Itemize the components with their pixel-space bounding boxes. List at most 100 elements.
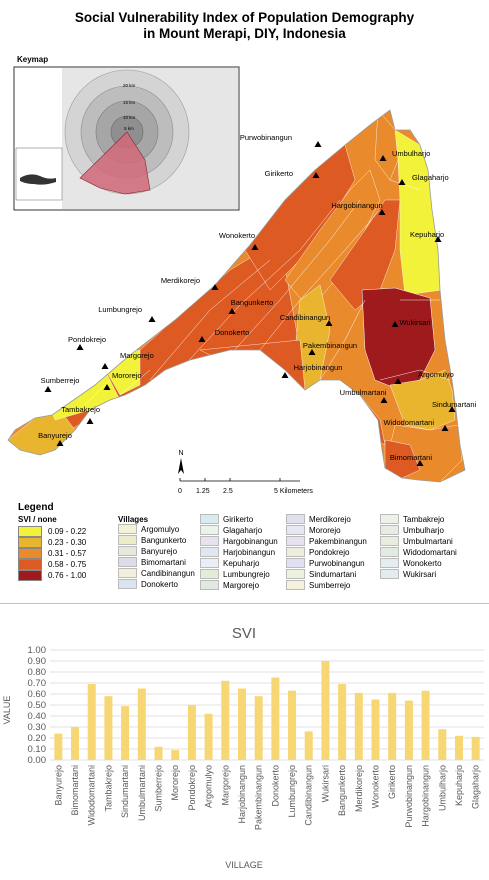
legend-swatch [18, 525, 42, 537]
chart-bar [304, 731, 313, 760]
village-label: Tambakrejo [61, 405, 100, 414]
village-marker-icon [398, 179, 406, 185]
village-label: Sindumartani [432, 400, 477, 409]
legend-village-item: Sindumartani [286, 569, 356, 579]
keymap-label: Keymap [17, 55, 48, 64]
village-label: Purwobinangun [240, 133, 292, 142]
legend-village-label: Donokerto [141, 579, 178, 589]
village-label: Bangunkerto [231, 298, 274, 307]
chart-title: SVI [232, 625, 256, 642]
scale-bar: 0 1.25 2.5 5 Kilometers [178, 478, 313, 495]
legend-village-label: Pakembinangun [309, 536, 367, 546]
legend-village-item: Girikerto [200, 514, 253, 524]
legend-village-label: Lumbungrejo [223, 569, 270, 579]
chart-y-ticks: 0.000.100.200.300.400.500.600.700.800.90… [28, 645, 47, 766]
chart-x-tick-label: Bimomartani [70, 765, 80, 816]
village-label: Kepuharjo [410, 230, 444, 239]
chart-y-tick-label: 0.60 [28, 689, 47, 700]
keymap-ring-label: 20 km [123, 83, 136, 88]
legend-svi-header: SVI / none [18, 515, 57, 524]
chart-y-tick-label: 0.00 [28, 755, 47, 766]
chart-x-tick-label: Bangunkerto [337, 765, 347, 816]
village-label: Wukirsari [399, 318, 430, 327]
chart-x-tick-label: Wukirsari [320, 765, 330, 802]
village-marker-icon [441, 425, 449, 431]
legend-swatch [200, 536, 219, 546]
chart-bar [421, 690, 430, 760]
legend-swatch [286, 547, 305, 557]
village-label: Donokerto [215, 328, 250, 337]
chart-bar [388, 692, 397, 760]
village-label: Widodomartani [384, 418, 435, 427]
chart-x-tick-label: Wonokerto [371, 765, 381, 808]
legend-village-label: Pondokrejo [309, 547, 350, 557]
legend-village-item: Candibinangun [118, 568, 195, 578]
legend-village-label: Wonokerto [403, 558, 442, 568]
map-title-line1: Social Vulnerability Index of Population… [74, 10, 415, 25]
village-marker-icon [103, 384, 111, 390]
legend-swatch [200, 547, 219, 557]
chart-bar [338, 684, 347, 760]
legend-swatch [200, 558, 219, 568]
village-marker-icon [56, 440, 64, 446]
chart-y-tick-label: 0.20 [28, 733, 47, 744]
legend-village-label: Hargobinangun [223, 536, 278, 546]
village-marker-icon [228, 308, 236, 314]
chart-x-tick-label: Hargobinangun [421, 765, 431, 827]
chart-bar [438, 729, 447, 760]
chart-bar [371, 699, 380, 760]
legend-swatch [118, 546, 137, 556]
chart-x-tick-label: Merdikorejo [354, 765, 364, 812]
chart-x-tick-label: Lumbungrejo [287, 765, 297, 818]
legend-village-item: Purwobinangun [286, 558, 365, 568]
chart-x-tick-label: Sumberrejo [154, 765, 164, 812]
legend-swatch [380, 569, 399, 579]
chart-x-tick-label: Pondokrejo [187, 765, 197, 811]
village-label: Argomulyo [418, 370, 454, 379]
village-label: Girikerto [265, 169, 293, 178]
chart-bar [271, 677, 280, 760]
legend-village-label: Sindumartani [309, 569, 357, 579]
chart-y-tick-label: 0.80 [28, 667, 47, 678]
legend-swatch [286, 536, 305, 546]
legend-swatch [18, 547, 42, 559]
chart-x-tick-label: Kepuharjo [454, 765, 464, 806]
legend-village-item: Tambakrejo [380, 514, 444, 524]
chart-x-ticks: Banyurejo Bimomartani Widodomartani Tambakr… [53, 765, 480, 830]
village-marker-icon [434, 236, 442, 242]
village-label: Margorejo [120, 351, 154, 360]
legend-village-item: Wukirsari [380, 569, 436, 579]
village-label: Hargobinangun [331, 201, 382, 210]
chart-y-tick-label: 0.30 [28, 722, 47, 733]
chart-x-tick-label: Widodomartani [87, 765, 97, 826]
legend-village-item: Pondokrejo [286, 547, 349, 557]
village-marker-icon [379, 155, 387, 161]
legend-village-label: Purwobinangun [309, 558, 365, 568]
chart-x-tick-label: Banyurejo [53, 765, 63, 806]
legend-svi-class: 0.09 - 0.22 [18, 525, 87, 537]
legend-village-label: Harjobinangun [223, 547, 276, 557]
legend-village-item: Argomulyo [118, 524, 179, 534]
legend-village-item: Glagaharjo [200, 525, 262, 535]
chart-bar [171, 750, 180, 760]
legend-village-item: Mororejo [286, 525, 341, 535]
legend-village-label: Merdikorejo [309, 514, 351, 524]
chart-x-tick-label: Umbulmartani [137, 765, 147, 821]
keymap-ring-label: 10 km [123, 115, 136, 120]
chart-x-tick-label: Sindumartani [120, 765, 130, 818]
legend-swatch [118, 524, 137, 534]
chart-x-tick-label: Umbulharjo [437, 765, 447, 811]
chart-y-tick-label: 0.90 [28, 656, 47, 667]
legend-village-label: Bimomartani [141, 557, 186, 567]
legend-village-item: Pakembinangun [286, 536, 367, 546]
village-label: Umbulharjo [392, 149, 430, 158]
legend-swatch [380, 558, 399, 568]
chart-bar [204, 713, 213, 760]
map-title-line2: in Mount Merapi, DIY, Indonesia [143, 26, 346, 41]
keymap-locator [15, 147, 63, 201]
legend-svi-label: 0.09 - 0.22 [48, 526, 87, 536]
north-arrow-icon [178, 458, 184, 474]
village-label-layer: Purwobinangun Umbulharjo Girikerto Glagahar… [38, 133, 477, 466]
village-marker-icon [76, 344, 84, 350]
chart-x-tick-label: Argomulyo [204, 765, 214, 808]
